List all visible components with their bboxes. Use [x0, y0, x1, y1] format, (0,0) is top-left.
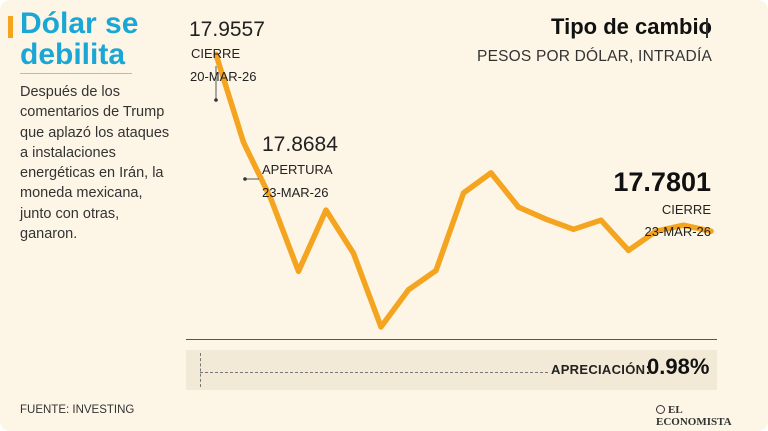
annotation-start-dot: [214, 98, 218, 102]
data-point: [405, 287, 412, 293]
accent-bar: [8, 16, 13, 38]
data-point: [653, 228, 659, 234]
sidebar-title-line1: Dólar se: [20, 7, 139, 40]
data-point: [598, 217, 604, 223]
data-point: [515, 204, 522, 210]
data-point: [433, 267, 439, 274]
appreciation-box: [186, 350, 717, 390]
annotation-close-value: 17.7801: [613, 167, 711, 197]
data-point: [350, 250, 357, 256]
logo-mark-icon: [656, 405, 665, 414]
series-points: [213, 51, 714, 330]
annotation-open: 17.8684 APERTURA 23-MAR-26: [243, 133, 338, 200]
annotation-open-dot: [243, 177, 247, 181]
annotation-close-date: 23-MAR-26: [645, 224, 711, 239]
appreciation-dash-horizontal: [200, 372, 548, 373]
data-point: [543, 216, 549, 222]
sidebar-title-rule: [20, 73, 132, 74]
appreciation-label: APRECIACIÓN:: [551, 361, 651, 379]
data-point: [295, 268, 302, 274]
data-point: [268, 196, 274, 202]
annotation-open-value: 17.8684: [262, 133, 338, 156]
data-point: [570, 226, 577, 232]
data-point: [460, 190, 467, 196]
sidebar-title: Dólar se debilita: [20, 8, 170, 70]
chart-subtitle: PESOS POR DÓLAR, INTRADÍA: [477, 48, 712, 65]
source-note: FUENTE: INVESTING: [20, 404, 135, 416]
data-point: [708, 228, 714, 234]
appreciation-label-text: APRECIACIÓN: [551, 362, 646, 377]
data-point: [378, 324, 384, 330]
sidebar-description: Después de los comentarios de Trump que …: [20, 84, 170, 243]
appreciation-colon: :: [645, 361, 651, 378]
appreciation-top-rule: [186, 339, 717, 340]
data-point: [240, 139, 247, 145]
logo-text: EL ECONOMISTA: [656, 404, 732, 428]
annotation-close: 17.7801 CIERRE 23-MAR-26: [613, 167, 711, 239]
appreciation-value: 0.98%: [647, 354, 710, 379]
chart-title: Tipo de cambio: [551, 14, 712, 39]
appreciation-dash-vertical: [200, 353, 201, 387]
sidebar-title-line2: debilita: [20, 38, 126, 71]
annotation-open-date: 23-MAR-26: [262, 185, 328, 200]
annotation-start-label: CIERRE: [191, 46, 240, 61]
annotation-start: 17.9557 CIERRE 20-MAR-26: [189, 18, 265, 102]
data-point: [323, 207, 329, 213]
title-separator: [706, 18, 708, 38]
data-point: [488, 170, 494, 176]
annotation-start-value: 17.9557: [189, 18, 265, 41]
annotation-open-label: APERTURA: [262, 162, 333, 177]
data-point: [213, 51, 219, 58]
annotation-start-date: 20-MAR-26: [190, 69, 256, 84]
publisher-logo: EL ECONOMISTA: [656, 404, 760, 428]
data-point: [625, 247, 632, 253]
annotation-close-label: CIERRE: [662, 202, 711, 217]
data-point: [680, 222, 687, 228]
